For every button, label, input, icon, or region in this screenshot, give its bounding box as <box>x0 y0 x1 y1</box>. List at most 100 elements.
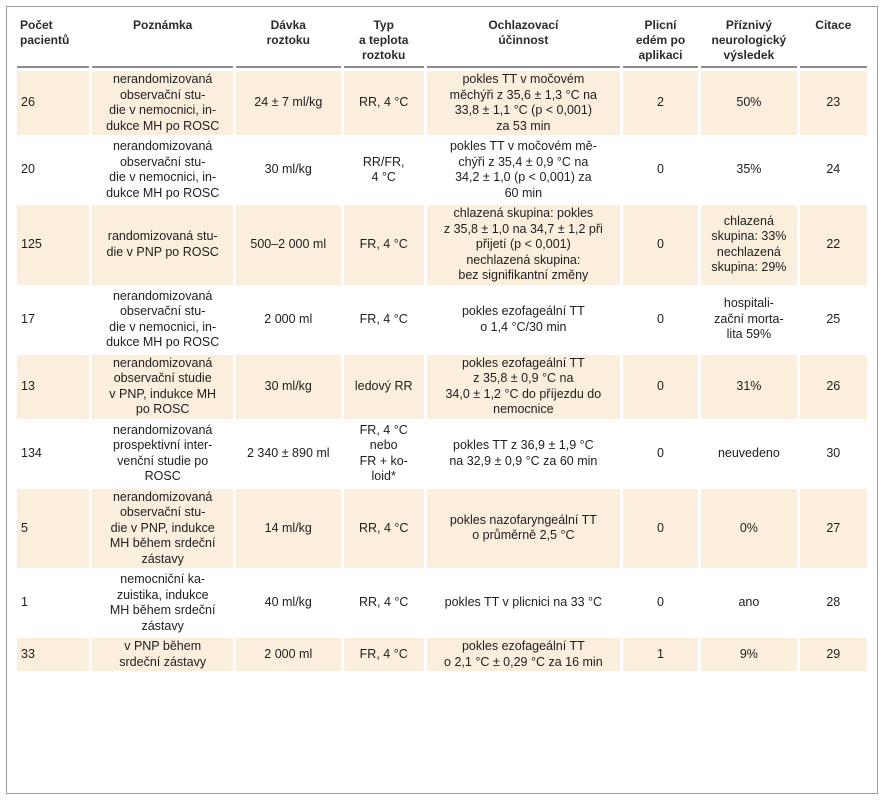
cell-pulmonary-edema: 0 <box>622 571 699 635</box>
cell-citation: 28 <box>799 571 867 635</box>
cell-line: MH během srdeční <box>109 536 216 550</box>
cell-solution-type: RR, 4 °C <box>343 488 424 568</box>
cell-line: RR, 4 °C <box>358 95 409 110</box>
cell-cooling-efficacy: pokles TT v plicnici na 33 °C <box>426 571 620 635</box>
cell-line: pokles TT v plicnici na 33 °C <box>444 595 603 610</box>
cell-line: observační stu- <box>119 304 206 318</box>
cell-line: 25 <box>826 311 841 326</box>
cell-solution-type: RR/FR, 4 °C <box>343 138 424 202</box>
cell-line: 33,8 ± 1,1 °C (p < 0,001) <box>454 103 592 117</box>
cell-cooling-efficacy: pokles TT z 36,9 ± 1,9 °C na 32,9 ± 0,9 °… <box>426 421 620 486</box>
cell-neuro-outcome: hospitali-zační morta-lita 59% <box>701 287 797 352</box>
cell-solution-type: ledový RR <box>343 354 424 419</box>
cell-line: 9% <box>739 646 758 661</box>
cell-line: pokles TT z 36,9 ± 1,9 °C <box>453 438 594 452</box>
cell-line: observační stu- <box>119 87 206 102</box>
header-line: Dávka <box>270 18 306 32</box>
cell-citation: 24 <box>799 138 867 202</box>
cell-line: ledový RR <box>354 378 413 393</box>
cell-line: 26 <box>21 95 35 110</box>
header-line: Ochlazovací <box>488 18 559 32</box>
cell-neuro-outcome: neuvedeno <box>701 421 797 486</box>
cell-cooling-efficacy: pokles TT v močovém měchýři z 35,6 ± 1,3 … <box>426 71 620 135</box>
cell-citation: 30 <box>799 421 867 486</box>
cell-neuro-outcome: 35% <box>701 138 797 202</box>
cell-line: dukce MH po ROSC <box>106 335 220 349</box>
cell-cooling-efficacy: chlazená skupina: pokles z 35,8 ± 1,0 na … <box>426 205 620 285</box>
cell-line: die v PNP po ROSC <box>106 244 219 259</box>
header-line: roztoku <box>362 48 406 62</box>
table-row: 134 nerandomizovaná prospektivní inter-ven… <box>17 421 867 486</box>
cell-line: 35% <box>736 162 762 177</box>
cell-line: 34,2 ± 1,0 (p < 0,001) za <box>455 170 592 184</box>
cell-line: 4 °C <box>371 170 396 184</box>
cell-line: nerandomizovaná <box>112 489 213 504</box>
cell-line: FR, 4 °C <box>359 237 408 251</box>
cell-note: nemocniční ka-zuistika, indukce MH během … <box>92 571 234 635</box>
cell-pulmonary-edema: 1 <box>622 638 699 671</box>
cell-line: nerandomizovaná <box>112 422 213 437</box>
header-line: roztoku <box>266 33 310 47</box>
header-row: Počet pacientů Poznámka Dávka roztoku Typ a te… <box>17 14 867 68</box>
cell-line: 34,0 ± 1,2 °C do příjezdu do <box>445 386 602 401</box>
cell-line: zástavy <box>141 618 184 633</box>
cell-pulmonary-edema: 0 <box>622 421 699 486</box>
cell-patient-count: 20 <box>17 138 90 202</box>
cell-line: 0 <box>657 520 664 535</box>
cell-patient-count: 13 <box>17 354 90 419</box>
cell-cooling-efficacy: pokles ezofageální TT o 1,4 °C/30 min <box>426 287 620 352</box>
cell-patient-count: 1 <box>17 571 90 635</box>
header-note: Poznámka <box>92 14 234 68</box>
cell-line: 500–2 000 ml <box>250 237 327 251</box>
cell-cooling-efficacy: pokles TT v močovém mě-chýři z 35,4 ± 0,… <box>426 138 620 202</box>
cell-line: z 35,8 ± 1,0 na 34,7 ± 1,2 při <box>443 221 603 236</box>
cell-line: nerandomizovaná <box>112 355 213 370</box>
cell-neuro-outcome: 31% <box>701 354 797 419</box>
cell-line: lita 59% <box>726 327 772 342</box>
cell-line: randomizovaná stu- <box>107 229 218 244</box>
cell-line: 28 <box>826 595 841 610</box>
cell-line: 2 <box>657 95 664 110</box>
cell-line: 134 <box>21 445 42 460</box>
cell-citation: 25 <box>799 287 867 352</box>
cell-neuro-outcome: 0% <box>701 488 797 568</box>
cell-citation: 26 <box>799 354 867 419</box>
cell-line: z 35,8 ± 0,9 °C na <box>473 371 574 385</box>
cell-line: RR/FR, <box>362 154 405 169</box>
cell-patient-count: 17 <box>17 287 90 352</box>
cell-line: die v nemocnici, in- <box>109 170 217 184</box>
cell-neuro-outcome: chlazená skupina: 33% nechlazená skupina: 2… <box>701 205 797 285</box>
cell-citation: 27 <box>799 488 867 568</box>
cell-line: 24 ± 7 ml/kg <box>254 95 323 110</box>
cell-line: 31% <box>736 378 762 393</box>
cell-line: observační studie <box>113 371 212 385</box>
cell-line: 30 ml/kg <box>264 162 312 177</box>
cell-line: skupina: 29% <box>711 260 787 275</box>
cell-line: FR, 4 °C <box>359 646 408 661</box>
cell-neuro-outcome: ano <box>701 571 797 635</box>
cell-dose: 2 000 ml <box>236 638 341 671</box>
cell-pulmonary-edema: 0 <box>622 138 699 202</box>
cell-citation: 22 <box>799 205 867 285</box>
cell-citation: 29 <box>799 638 867 671</box>
cell-line: 0 <box>657 162 664 177</box>
cell-line: MH během srdeční <box>109 603 216 617</box>
cell-line: die v PNP, indukce <box>110 520 215 535</box>
cell-line: nemocniční ka- <box>120 572 206 586</box>
cell-pulmonary-edema: 0 <box>622 287 699 352</box>
cell-line: RR, 4 °C <box>358 595 409 610</box>
table-frame: Počet pacientů Poznámka Dávka roztoku Typ a te… <box>6 6 878 794</box>
cell-solution-type: RR, 4 °C <box>343 71 424 135</box>
cell-pulmonary-edema: 0 <box>622 488 699 568</box>
cell-line: měchýři z 35,6 ± 1,3 °C na <box>449 87 598 102</box>
header-line: Typ <box>373 18 394 32</box>
header-neuro-outcome: Příznivý neurologický výsledek <box>701 14 797 68</box>
cell-line: 13 <box>21 378 35 393</box>
header-line: aplikaci <box>638 48 683 62</box>
table-row: 26 nerandomizovaná observační stu-die v ne… <box>17 71 867 135</box>
cell-dose: 500–2 000 ml <box>236 205 341 285</box>
cell-line: 5 <box>21 520 28 535</box>
cell-cooling-efficacy: pokles nazofaryngeální TT o průměrně 2,5 … <box>426 488 620 568</box>
cell-line: prospektivní inter- <box>113 438 213 452</box>
cell-line: 23 <box>826 95 841 110</box>
